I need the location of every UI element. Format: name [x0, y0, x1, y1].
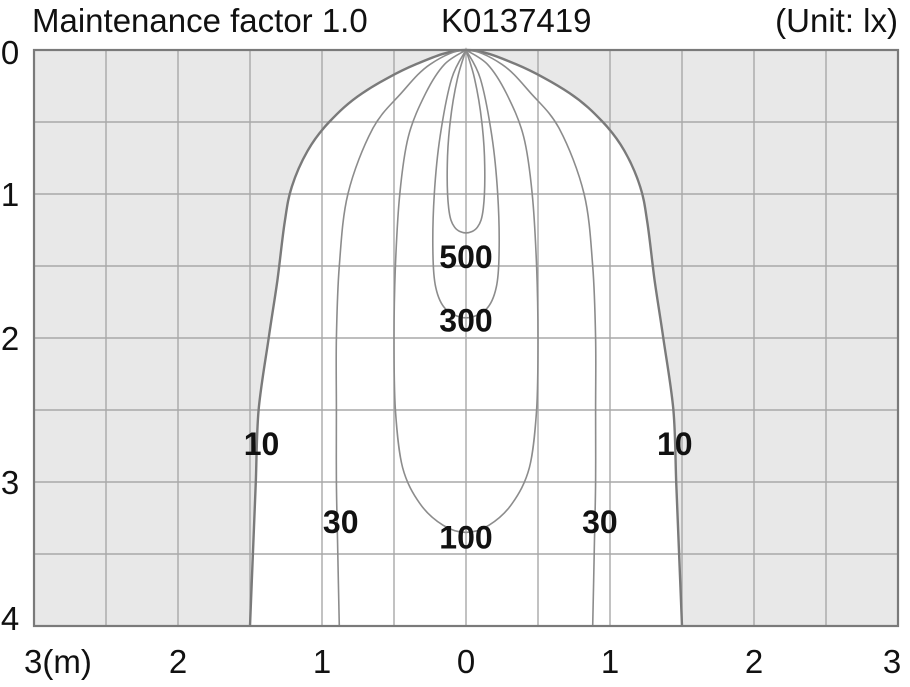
chart-title: Maintenance factor 1.0 [32, 2, 368, 39]
contour-label-10: 10 [657, 426, 693, 462]
y-tick-label: 4 [1, 600, 19, 637]
y-tick-label: 3 [1, 464, 19, 501]
contour-label-30: 30 [323, 504, 359, 540]
unit-label: (Unit: lx) [775, 2, 898, 39]
contour-500 [446, 47, 486, 234]
contour-label-30: 30 [582, 504, 618, 540]
model-code: K0137419 [441, 2, 592, 39]
contour-label-500: 500 [439, 239, 492, 275]
contour-label-10: 10 [244, 426, 280, 462]
x-tick-label: 2 [169, 643, 187, 680]
contour-label-300: 300 [439, 302, 492, 338]
x-tick-label: 1 [313, 643, 331, 680]
y-tick-label: 1 [1, 176, 19, 213]
contour-300 [432, 48, 500, 319]
x-tick-label: 2 [745, 643, 763, 680]
x-tick-label: 3 [883, 643, 901, 680]
contour-labels: 10 10 30 30 100 300 500 [244, 239, 693, 556]
plot-border [32, 48, 900, 628]
plot-frame [32, 48, 900, 628]
y-tick-label: 2 [1, 320, 19, 357]
y-tick-label: 0 [1, 34, 19, 71]
contour-100 [393, 49, 539, 534]
x-tick-label: 0 [457, 643, 475, 680]
x-tick-label: 1 [601, 643, 619, 680]
contour-label-100: 100 [439, 520, 492, 556]
x-tick-label: 3(m) [24, 643, 92, 680]
